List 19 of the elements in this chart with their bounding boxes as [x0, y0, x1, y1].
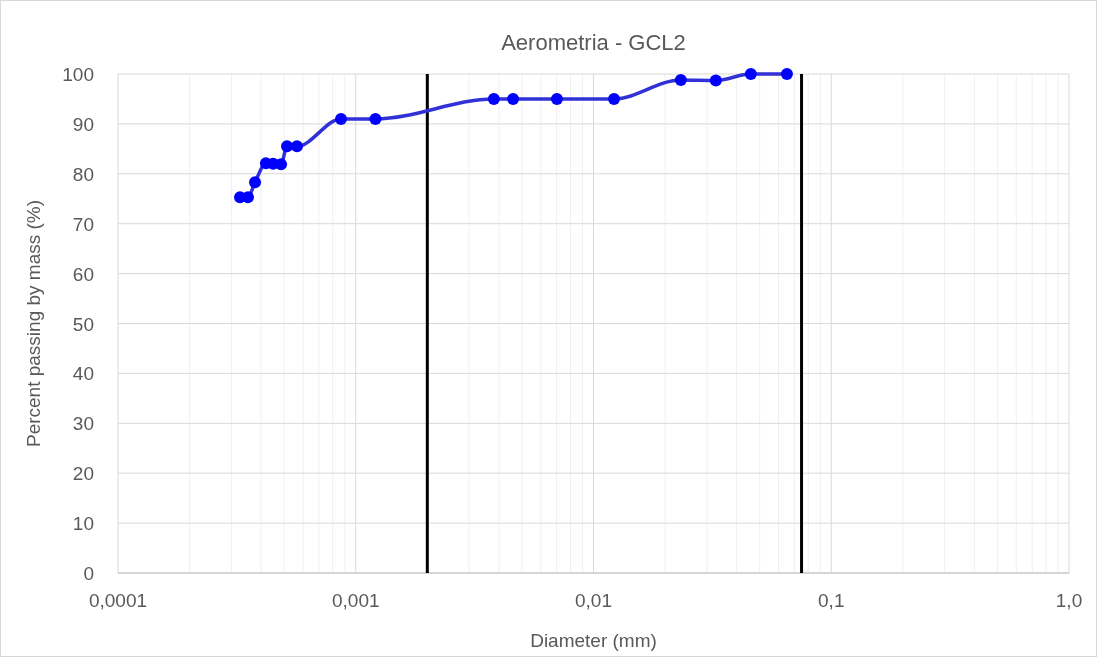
- x-tick-label: 0,01: [575, 590, 612, 611]
- y-tick-label: 0: [83, 563, 94, 584]
- y-tick-label: 70: [72, 213, 94, 235]
- y-tick-label: 20: [72, 463, 94, 485]
- chart-title: Aerometria - GCL2: [501, 30, 686, 55]
- y-tick-label: 80: [72, 163, 94, 185]
- y-tick-label: 10: [72, 513, 94, 535]
- x-tick-label: 0,001: [331, 590, 380, 611]
- x-tick-label: 0,1: [818, 590, 845, 611]
- y-tick-label: 30: [72, 413, 94, 435]
- y-tick-label: 60: [72, 263, 94, 285]
- y-tick-label: 100: [62, 64, 94, 85]
- x-tick-label: 0,0001: [88, 590, 148, 611]
- y-axis-title: Percent passing by mass (%): [23, 199, 44, 448]
- x-axis-title: Diameter (mm): [530, 630, 657, 651]
- y-tick-label: 50: [72, 313, 94, 335]
- y-tick-label: 40: [72, 363, 94, 385]
- y-tick-label: 90: [72, 113, 94, 135]
- x-tick-label: 1,0: [1055, 590, 1083, 611]
